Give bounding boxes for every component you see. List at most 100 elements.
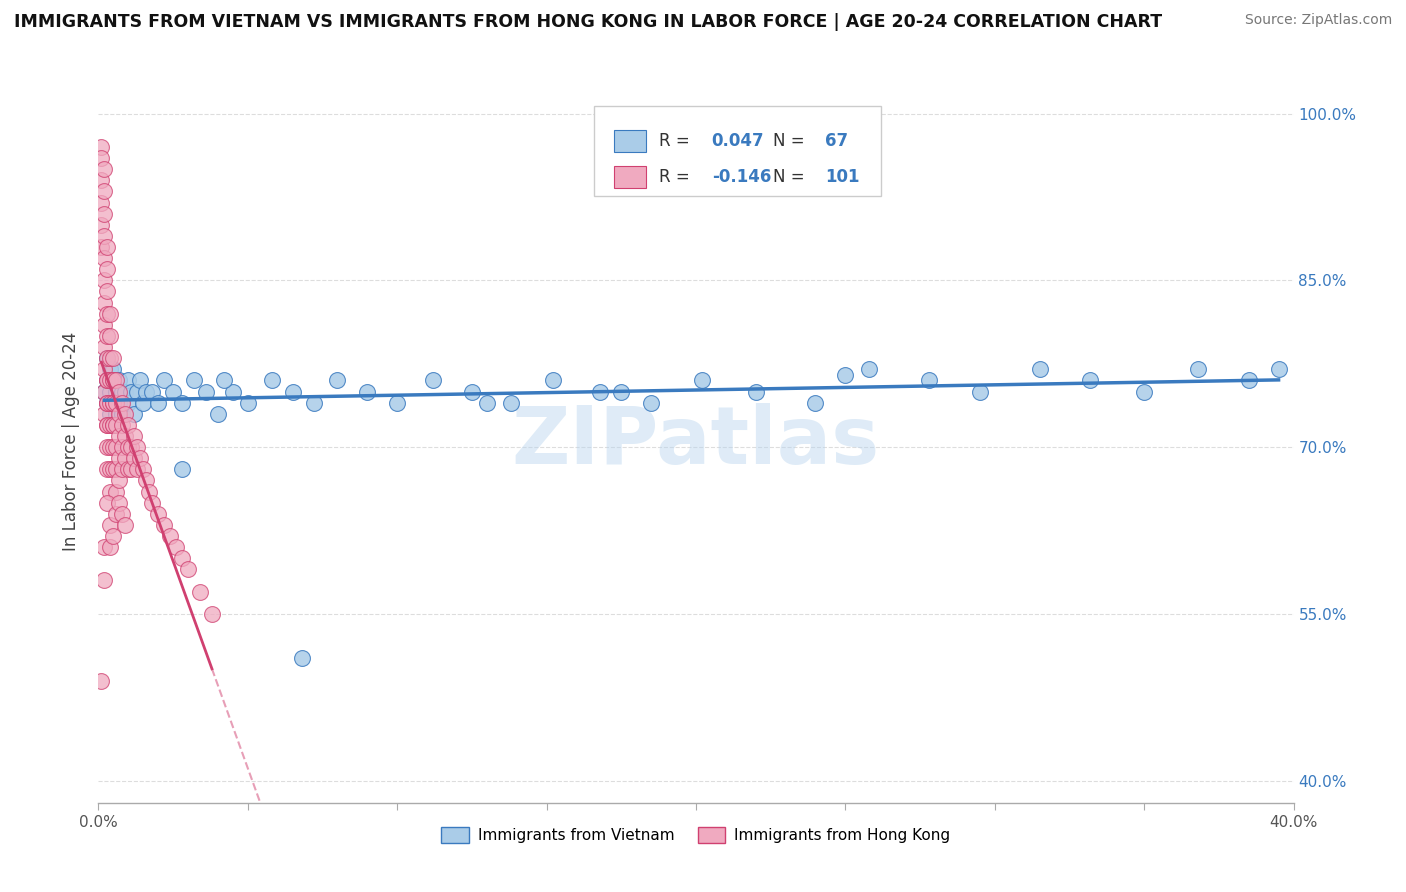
Immigrants from Hong Kong [98,462,122,476]
Immigrants from Vietnam [103,417,125,432]
Immigrants from Hong Kong [103,529,125,543]
FancyBboxPatch shape [613,130,645,152]
Immigrants from Hong Kong [98,395,122,409]
Immigrants from Vietnam [120,384,142,399]
Immigrants from Hong Kong [93,251,115,265]
Text: 67: 67 [825,132,848,150]
Immigrants from Vietnam [541,373,564,387]
Text: N =: N = [773,169,810,186]
Immigrants from Vietnam [108,373,131,387]
Immigrants from Hong Kong [103,462,125,476]
Immigrants from Hong Kong [108,474,131,488]
Immigrants from Hong Kong [124,451,146,466]
Text: 101: 101 [825,169,860,186]
Immigrants from Hong Kong [93,185,115,199]
Immigrants from Vietnam [1237,373,1260,387]
Immigrants from Hong Kong [117,440,139,454]
Immigrants from Vietnam [98,362,122,376]
Immigrants from Hong Kong [96,395,118,409]
Immigrants from Hong Kong [93,384,115,399]
Immigrants from Vietnam [105,407,128,421]
Immigrants from Vietnam [745,384,768,399]
Immigrants from Hong Kong [172,551,194,566]
Text: -0.146: -0.146 [711,169,770,186]
Text: R =: R = [659,169,695,186]
Immigrants from Hong Kong [98,307,122,321]
Immigrants from Vietnam [356,384,378,399]
Immigrants from Hong Kong [114,429,136,443]
Immigrants from Hong Kong [165,540,187,554]
Immigrants from Vietnam [969,384,991,399]
Immigrants from Vietnam [195,384,218,399]
Immigrants from Hong Kong [96,496,118,510]
Immigrants from Hong Kong [105,395,128,409]
Immigrants from Vietnam [172,395,194,409]
Text: 0.047: 0.047 [711,132,765,150]
Immigrants from Hong Kong [105,417,128,432]
Text: N =: N = [773,132,810,150]
Immigrants from Vietnam [326,373,349,387]
Immigrants from Hong Kong [201,607,224,621]
Immigrants from Hong Kong [103,440,125,454]
Immigrants from Hong Kong [103,395,125,409]
Immigrants from Hong Kong [93,228,115,243]
Immigrants from Hong Kong [90,151,112,165]
Immigrants from Hong Kong [132,462,155,476]
Immigrants from Hong Kong [120,462,142,476]
Immigrants from Hong Kong [117,462,139,476]
Immigrants from Vietnam [1133,384,1156,399]
Immigrants from Hong Kong [96,462,118,476]
Immigrants from Vietnam [172,462,194,476]
Immigrants from Hong Kong [98,517,122,532]
Immigrants from Hong Kong [96,417,118,432]
Immigrants from Hong Kong [103,417,125,432]
Immigrants from Hong Kong [114,517,136,532]
Immigrants from Vietnam [141,384,163,399]
Immigrants from Vietnam [858,362,880,376]
Immigrants from Hong Kong [93,273,115,287]
Immigrants from Hong Kong [177,562,200,576]
Immigrants from Vietnam [212,373,235,387]
Immigrants from Hong Kong [93,318,115,332]
Immigrants from Hong Kong [96,373,118,387]
Immigrants from Vietnam [804,395,827,409]
Immigrants from Hong Kong [103,373,125,387]
Immigrants from Hong Kong [96,307,118,321]
Immigrants from Hong Kong [98,373,122,387]
Immigrants from Vietnam [153,373,176,387]
Immigrants from Hong Kong [127,440,149,454]
Immigrants from Hong Kong [141,496,163,510]
Immigrants from Hong Kong [114,407,136,421]
Immigrants from Vietnam [111,407,134,421]
Immigrants from Hong Kong [98,351,122,366]
Immigrants from Hong Kong [98,329,122,343]
Immigrants from Vietnam [475,395,498,409]
Immigrants from Hong Kong [103,395,125,409]
Immigrants from Hong Kong [138,484,160,499]
Immigrants from Vietnam [124,407,146,421]
Immigrants from Vietnam [302,395,325,409]
FancyBboxPatch shape [595,105,882,196]
Immigrants from Vietnam [127,384,149,399]
Y-axis label: In Labor Force | Age 20-24: In Labor Force | Age 20-24 [62,332,80,551]
Immigrants from Vietnam [236,395,259,409]
Immigrants from Vietnam [117,395,139,409]
Immigrants from Hong Kong [96,285,118,299]
Immigrants from Hong Kong [135,474,157,488]
Immigrants from Vietnam [96,373,118,387]
Immigrants from Hong Kong [114,451,136,466]
Immigrants from Vietnam [422,373,444,387]
Immigrants from Hong Kong [93,295,115,310]
Immigrants from Vietnam [1080,373,1102,387]
Immigrants from Hong Kong [111,440,134,454]
Immigrants from Hong Kong [103,417,125,432]
Immigrants from Hong Kong [96,417,118,432]
Immigrants from Hong Kong [148,507,170,521]
Immigrants from Hong Kong [108,496,131,510]
Immigrants from Vietnam [103,362,125,376]
Immigrants from Vietnam [690,373,713,387]
Immigrants from Vietnam [589,384,612,399]
Immigrants from Hong Kong [111,507,134,521]
Immigrants from Vietnam [148,395,170,409]
Immigrants from Hong Kong [108,429,131,443]
